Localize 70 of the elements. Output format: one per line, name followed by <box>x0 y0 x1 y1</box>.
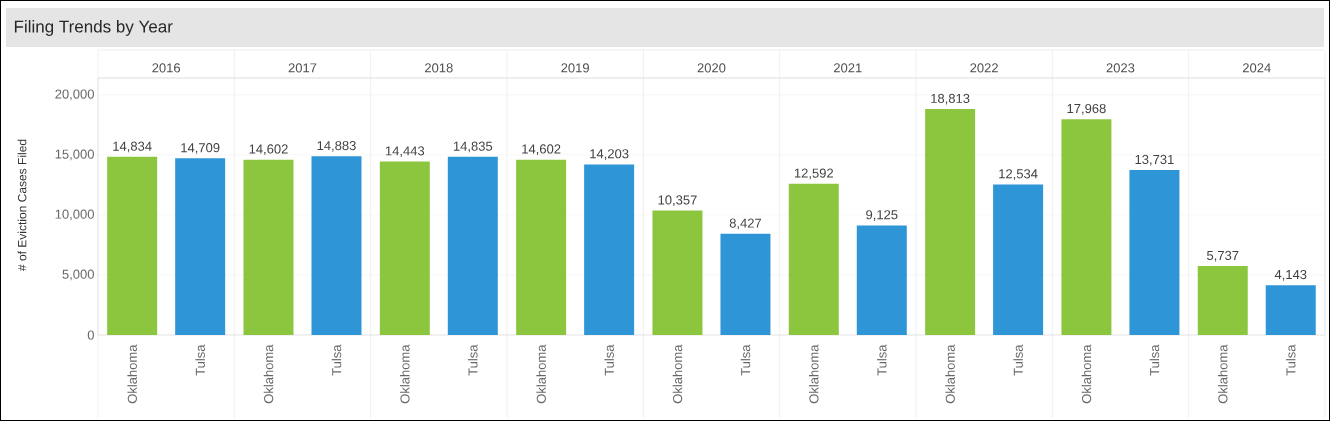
x-tick-label: 2017 <box>288 63 317 73</box>
x-tick-label: 2018 <box>425 63 453 73</box>
data-label: 18,813 <box>931 93 970 105</box>
data-label: 14,443 <box>385 146 425 158</box>
y-tick-label: 0 <box>87 330 94 340</box>
text: Tulsa <box>877 344 887 376</box>
bar <box>243 159 294 335</box>
y-tick-label: 15,000 <box>55 149 94 161</box>
bar <box>652 210 703 335</box>
bar <box>993 184 1044 335</box>
text: Oklahoma <box>1217 344 1228 404</box>
data-label: 13,731 <box>1135 154 1174 166</box>
text: Oklahoma <box>400 344 410 404</box>
y-tick-label: 20,000 <box>55 89 94 101</box>
text: Tulsa <box>740 344 751 376</box>
x-tick-label: 2021 <box>833 63 862 73</box>
text: Oklahoma <box>536 344 546 404</box>
data-label: 12,592 <box>794 168 833 180</box>
data-label: 14,834 <box>113 141 152 153</box>
text: Tulsa <box>604 344 614 376</box>
text: Tulsa <box>195 344 205 376</box>
x-tick-label: 2023 <box>1106 63 1135 73</box>
text: Oklahoma <box>1081 344 1092 404</box>
text: Oklahoma <box>672 344 683 404</box>
bar <box>1129 170 1180 335</box>
x-tick-label: 2016 <box>152 63 181 73</box>
text: Oklahoma <box>809 344 819 404</box>
data-label: 14,203 <box>590 149 629 160</box>
bar <box>1265 285 1316 335</box>
data-label: 17,968 <box>1067 103 1106 115</box>
bar <box>447 156 498 335</box>
data-label: 14,709 <box>181 143 220 154</box>
bar <box>788 183 839 335</box>
x-tick-label: 2022 <box>970 63 998 73</box>
text: Tulsa <box>1149 344 1160 376</box>
bar <box>379 161 430 335</box>
text: Oklahoma <box>127 344 137 404</box>
y-tick-label: 10,000 <box>55 209 94 221</box>
chart-title: Filing Trends by Year <box>14 20 173 36</box>
bar <box>584 164 635 335</box>
text: Tulsa <box>1285 344 1296 376</box>
bar <box>856 225 907 335</box>
bar <box>516 159 567 335</box>
text: Tulsa <box>468 344 478 376</box>
data-label: 14,602 <box>249 144 288 156</box>
text: Oklahoma <box>263 344 274 404</box>
bar <box>175 158 226 335</box>
x-tick-label: 2024 <box>1242 63 1271 73</box>
bar <box>311 156 362 335</box>
bar <box>720 233 771 335</box>
x-tick-label: 2020 <box>697 63 726 73</box>
data-label: 5,737 <box>1207 250 1239 262</box>
y-axis-title: # of Eviction Cases Filed <box>17 139 27 271</box>
bar <box>1197 266 1248 335</box>
data-label: 14,883 <box>317 140 356 152</box>
x-tick-label: 2019 <box>561 63 589 73</box>
data-label: 12,534 <box>999 169 1038 180</box>
data-label: 14,835 <box>453 141 493 153</box>
y-tick-label: 5,000 <box>62 269 94 281</box>
data-label: 8,427 <box>729 218 762 230</box>
text: Tulsa <box>1013 344 1023 376</box>
data-label: 9,125 <box>866 210 898 221</box>
text: Oklahoma <box>945 344 955 404</box>
data-label: 14,602 <box>522 144 561 156</box>
text: Tulsa <box>331 344 342 376</box>
data-label: 10,357 <box>658 195 697 207</box>
bar <box>925 109 976 335</box>
bar <box>1061 119 1112 335</box>
data-label: 4,143 <box>1274 269 1307 281</box>
bar <box>107 156 158 335</box>
